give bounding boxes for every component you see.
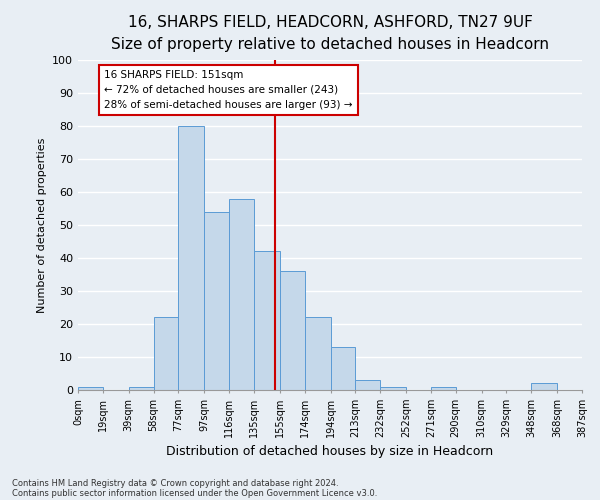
Bar — [380, 386, 406, 390]
Bar — [178, 126, 205, 390]
Bar — [431, 386, 455, 390]
Bar — [355, 380, 380, 390]
Y-axis label: Number of detached properties: Number of detached properties — [37, 138, 47, 312]
Bar — [305, 318, 331, 390]
Text: 16 SHARPS FIELD: 151sqm
← 72% of detached houses are smaller (243)
28% of semi-d: 16 SHARPS FIELD: 151sqm ← 72% of detache… — [104, 70, 353, 110]
Title: 16, SHARPS FIELD, HEADCORN, ASHFORD, TN27 9UF
Size of property relative to detac: 16, SHARPS FIELD, HEADCORN, ASHFORD, TN2… — [111, 14, 549, 52]
Bar — [531, 384, 557, 390]
Bar — [129, 386, 154, 390]
X-axis label: Distribution of detached houses by size in Headcorn: Distribution of detached houses by size … — [166, 446, 494, 458]
Bar — [229, 198, 254, 390]
Bar — [331, 347, 355, 390]
Bar — [78, 386, 103, 390]
Bar — [280, 271, 305, 390]
Bar — [254, 252, 280, 390]
Bar — [154, 318, 178, 390]
Bar — [205, 212, 229, 390]
Text: Contains public sector information licensed under the Open Government Licence v3: Contains public sector information licen… — [12, 488, 377, 498]
Text: Contains HM Land Registry data © Crown copyright and database right 2024.: Contains HM Land Registry data © Crown c… — [12, 478, 338, 488]
